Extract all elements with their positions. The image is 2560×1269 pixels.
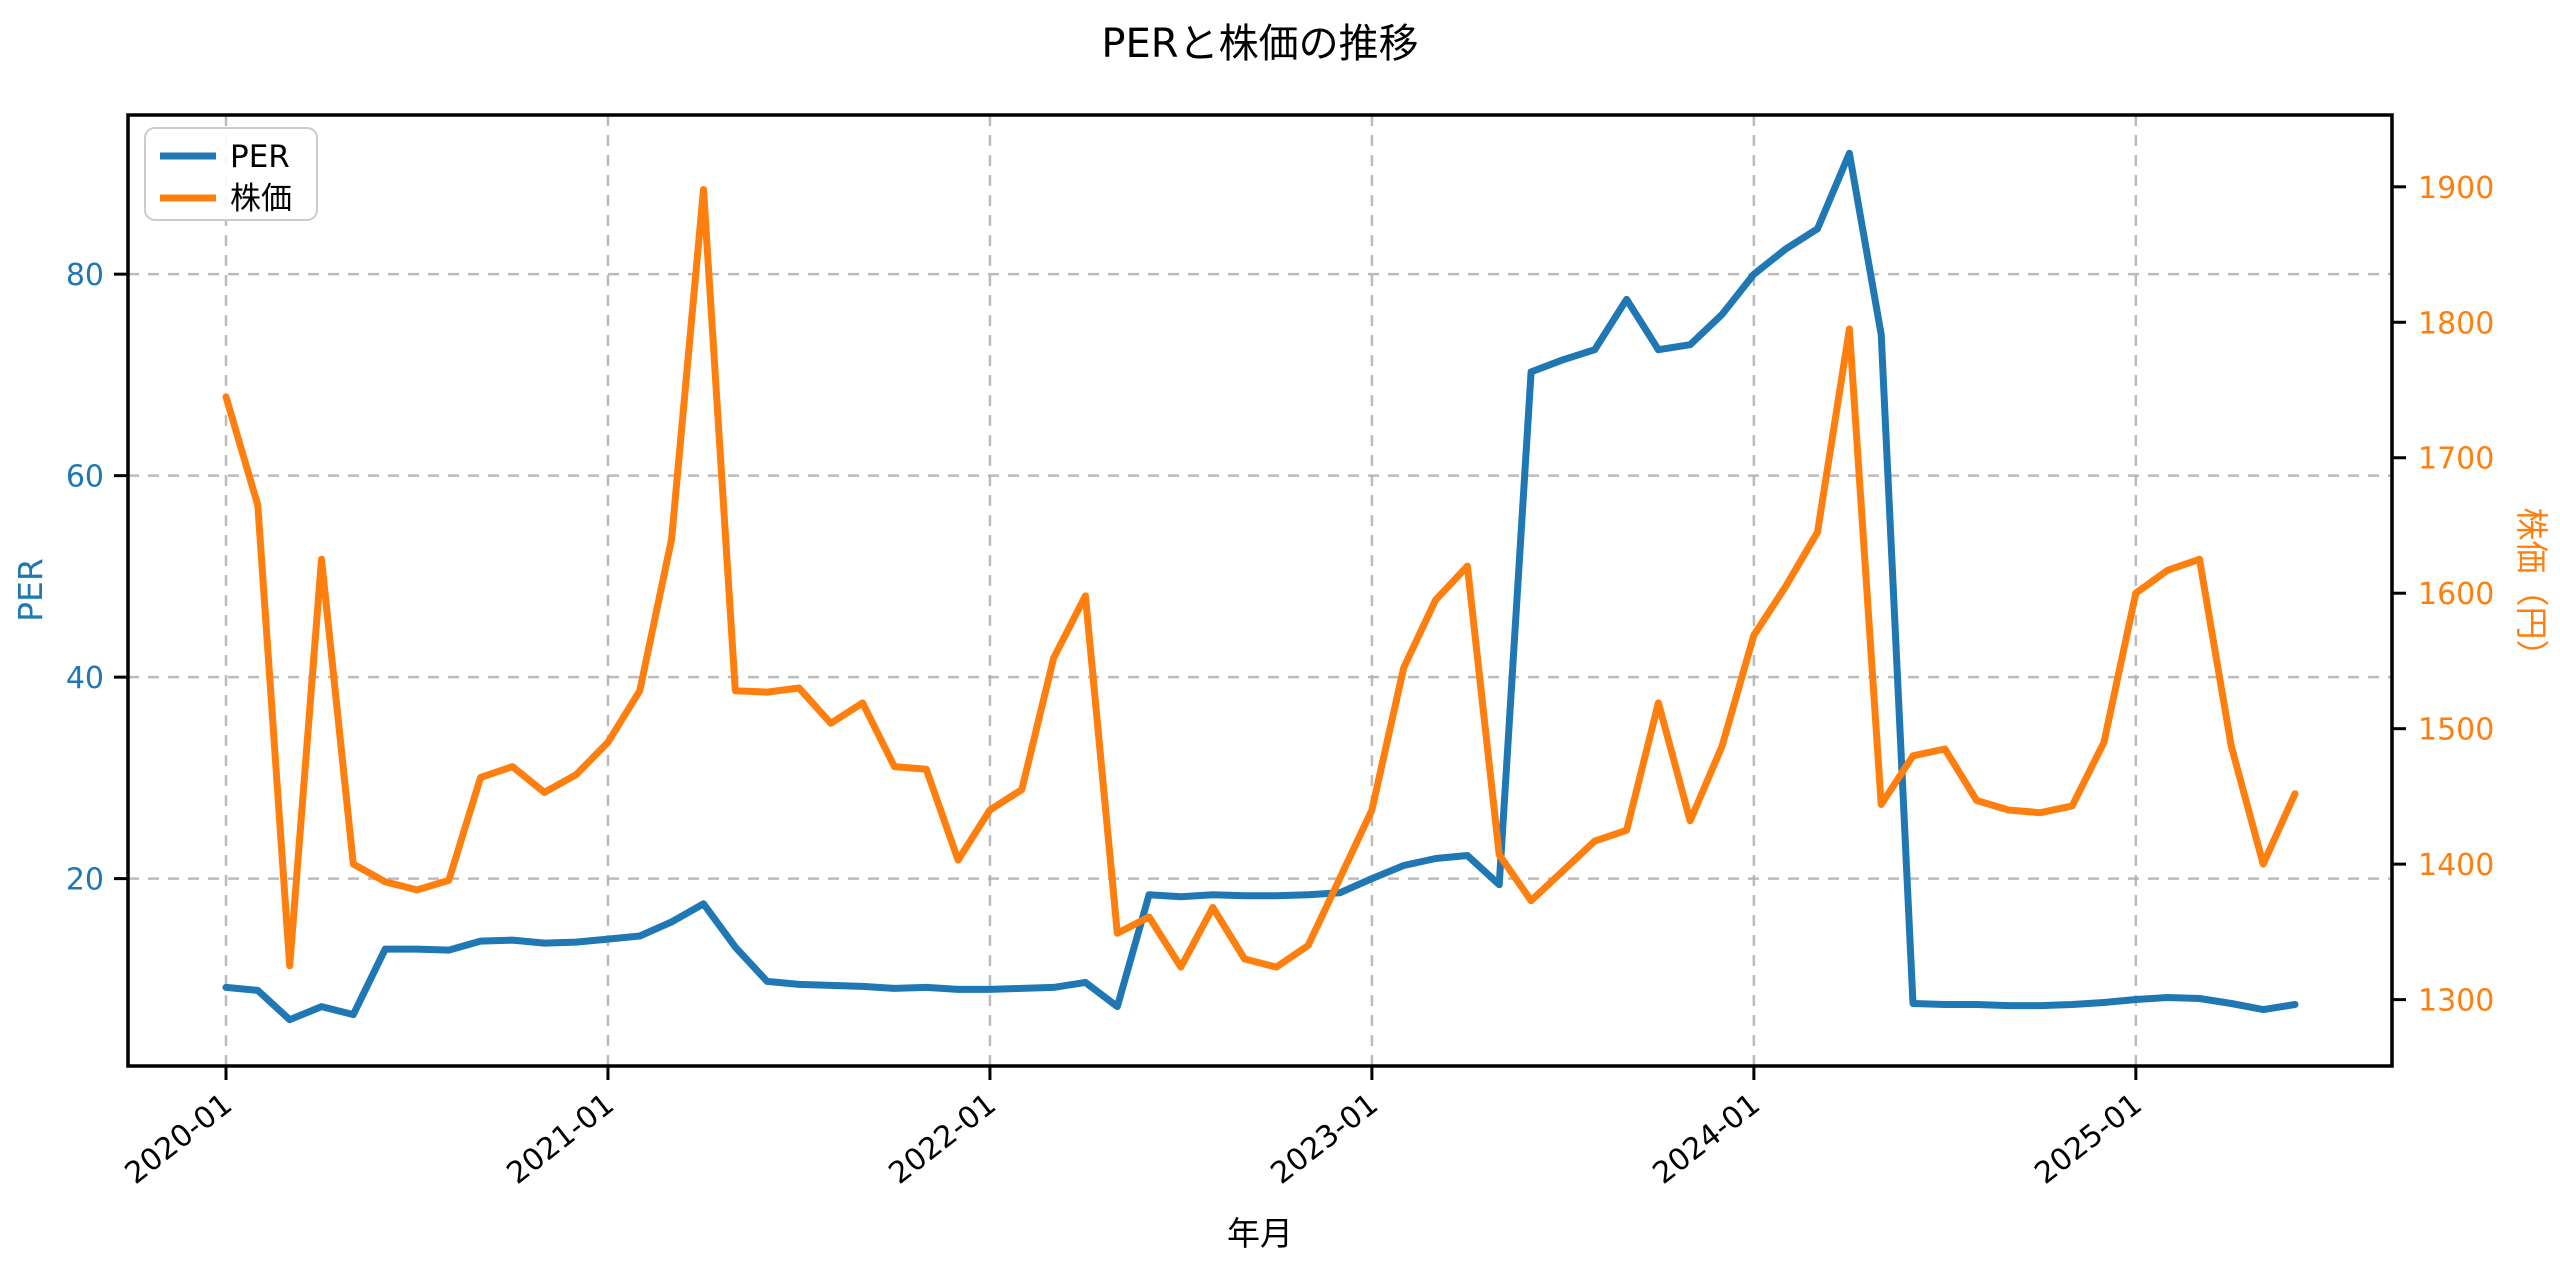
series-line-kabuka: [222, 186, 2299, 971]
right-tick-label: 1400: [2418, 848, 2494, 883]
legend-item-kabuka: 株価: [160, 181, 292, 217]
legend: PER 株価: [144, 127, 318, 221]
axis-ticks: 20 40 60 80 1300 1400 1500 1600 1700 1800 1900 2020…: [66, 171, 2495, 1192]
x-tick-label: 2020-01: [119, 1087, 239, 1192]
right-tick-label: 1800: [2418, 306, 2494, 341]
x-tick-label: 2025-01: [2028, 1087, 2148, 1192]
gridlines: [128, 115, 2392, 1066]
right-tick-label: 1900: [2418, 171, 2494, 206]
chart-title: PERと株価の推移: [1101, 21, 1418, 67]
x-tick-label: 2024-01: [1646, 1087, 1766, 1192]
left-tick-label: 80: [66, 258, 104, 293]
right-tick-label: 1700: [2418, 442, 2494, 477]
x-tick-label: 2022-01: [883, 1087, 1003, 1192]
x-tick-label: 2023-01: [1265, 1087, 1385, 1192]
right-tick-label: 1600: [2418, 577, 2494, 612]
plot-frame: [126, 113, 2394, 1068]
legend-label-per: PER: [230, 139, 290, 175]
x-tick-label: 2021-01: [501, 1087, 621, 1192]
right-tick-label: 1300: [2418, 984, 2494, 1019]
left-tick-label: 20: [66, 863, 104, 898]
legend-label-kabuka: 株価: [230, 181, 292, 217]
plot-border: [126, 113, 2394, 1068]
series-lines: [222, 149, 2299, 1024]
series-line-per: [222, 149, 2299, 1024]
legend-item-per: PER: [160, 139, 290, 175]
left-tick-label: 40: [66, 661, 104, 696]
left-tick-label: 60: [66, 460, 104, 495]
right-tick-label: 1500: [2418, 713, 2494, 748]
y-axis-label-right: 株価（円）: [2512, 508, 2551, 673]
y-axis-label-left: PER: [11, 558, 50, 622]
x-axis-label: 年月: [1227, 1214, 1293, 1253]
